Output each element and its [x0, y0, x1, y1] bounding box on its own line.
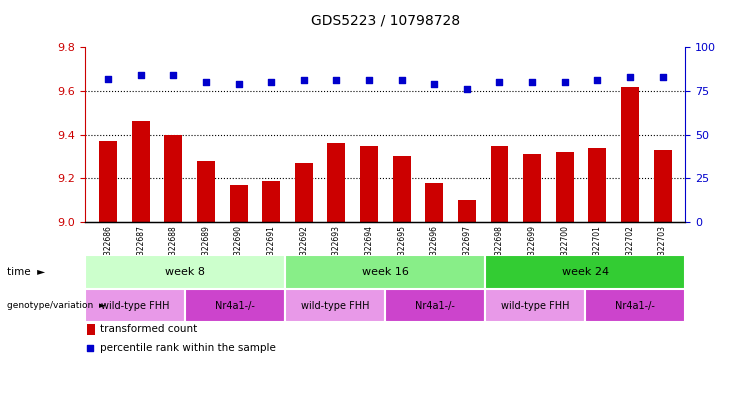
Point — [526, 79, 538, 85]
Text: week 24: week 24 — [562, 267, 609, 277]
Bar — [262, 180, 280, 222]
Point — [135, 72, 147, 78]
Point — [265, 79, 277, 85]
Point — [428, 81, 440, 87]
Point — [200, 79, 212, 85]
Bar — [485, 289, 585, 322]
Bar — [585, 289, 685, 322]
Bar — [385, 289, 485, 322]
Point — [298, 77, 310, 84]
Text: week 8: week 8 — [165, 267, 205, 277]
Bar — [85, 289, 185, 322]
Point — [624, 74, 636, 80]
Bar — [556, 152, 574, 222]
Bar — [197, 161, 215, 222]
Text: week 16: week 16 — [362, 267, 409, 277]
Text: wild-type FHH: wild-type FHH — [501, 301, 570, 310]
Text: transformed count: transformed count — [100, 324, 197, 334]
Point — [233, 81, 245, 87]
Bar — [425, 183, 443, 222]
Text: Nr4a1-/-: Nr4a1-/- — [416, 301, 455, 310]
Point — [330, 77, 342, 84]
Bar — [491, 145, 508, 222]
Bar — [328, 143, 345, 222]
Point — [494, 79, 505, 85]
Text: genotype/variation  ►: genotype/variation ► — [7, 301, 106, 310]
Point — [461, 86, 473, 92]
Point — [559, 79, 571, 85]
Point — [167, 72, 179, 78]
Bar — [458, 200, 476, 222]
Bar — [485, 255, 685, 289]
Bar — [230, 185, 247, 222]
Bar — [393, 156, 411, 222]
Text: Nr4a1-/-: Nr4a1-/- — [616, 301, 655, 310]
Point — [657, 74, 668, 80]
Point — [84, 345, 96, 351]
Point — [363, 77, 375, 84]
Bar — [85, 255, 285, 289]
Point — [396, 77, 408, 84]
Bar — [285, 289, 385, 322]
Bar — [87, 324, 95, 335]
Text: time  ►: time ► — [7, 267, 45, 277]
Bar — [132, 121, 150, 222]
Bar — [99, 141, 117, 222]
Point — [591, 77, 603, 84]
Bar — [165, 134, 182, 222]
Bar — [621, 86, 639, 222]
Text: GDS5223 / 10798728: GDS5223 / 10798728 — [310, 14, 460, 28]
Bar — [295, 163, 313, 222]
Bar — [185, 289, 285, 322]
Bar — [285, 255, 485, 289]
Text: wild-type FHH: wild-type FHH — [301, 301, 370, 310]
Bar — [654, 150, 671, 222]
Bar — [588, 148, 606, 222]
Text: wild-type FHH: wild-type FHH — [101, 301, 170, 310]
Text: Nr4a1-/-: Nr4a1-/- — [216, 301, 255, 310]
Bar — [523, 154, 541, 222]
Text: percentile rank within the sample: percentile rank within the sample — [100, 343, 276, 353]
Point — [102, 75, 114, 82]
Bar — [360, 145, 378, 222]
